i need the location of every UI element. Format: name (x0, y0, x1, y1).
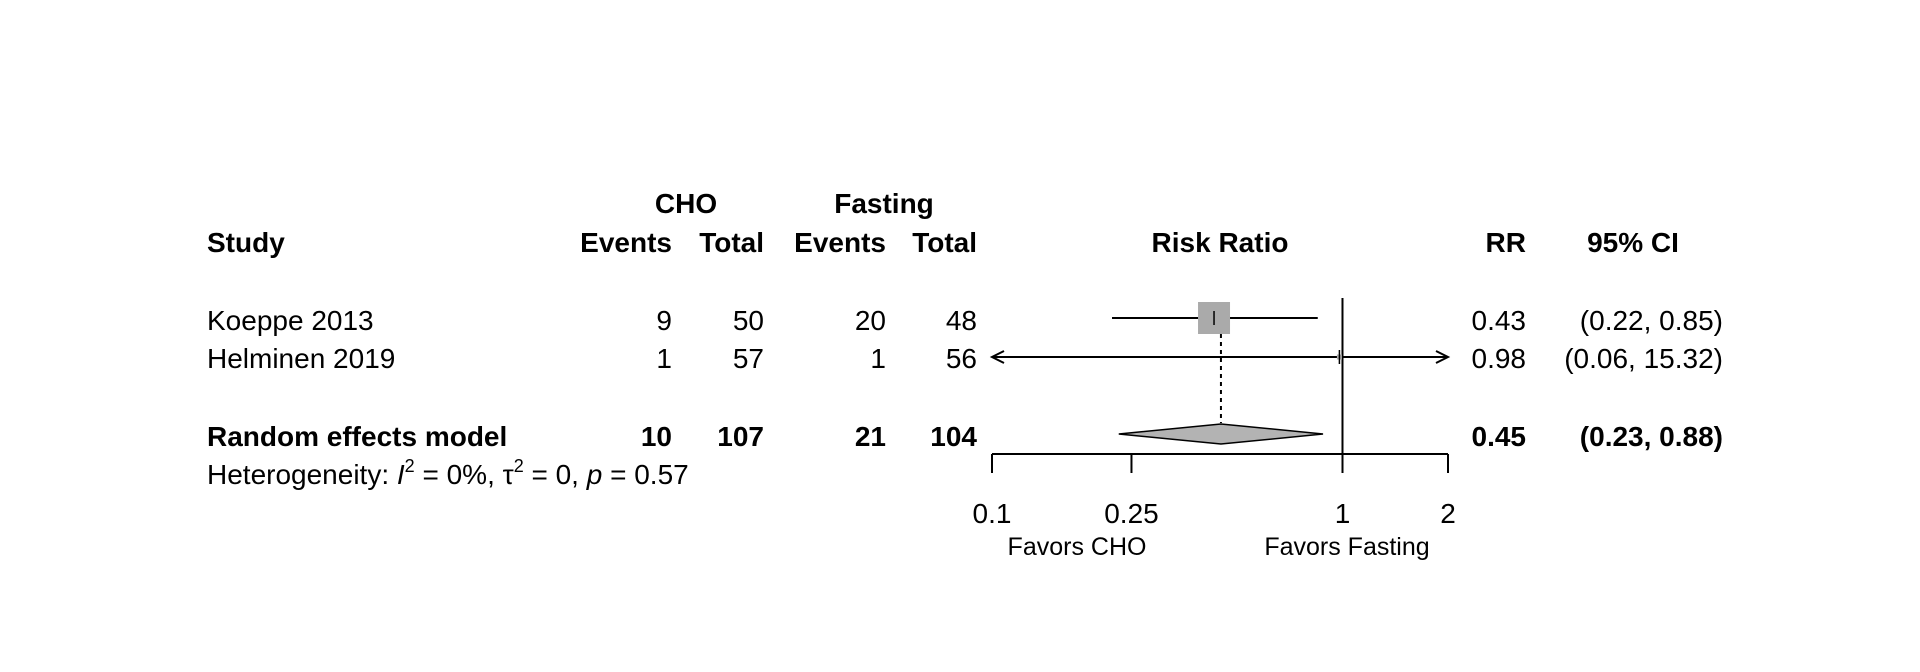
study-events-fasting: 20 (855, 305, 886, 336)
pooled-total-fasting: 104 (930, 421, 977, 452)
x-tick-label: 0.1 (973, 498, 1012, 529)
header-total-1: Total (699, 227, 764, 258)
pooled-ci: (0.23, 0.88) (1580, 421, 1723, 452)
study-total-cho: 57 (733, 343, 764, 374)
study-events-fasting: 1 (870, 343, 886, 374)
header-rr: RR (1486, 227, 1526, 258)
pooled-diamond (1118, 423, 1324, 445)
study-total-fasting: 56 (946, 343, 977, 374)
pooled-events-cho: 10 (641, 421, 672, 452)
i2-value: = 0%, (415, 459, 503, 490)
favors-right-label: Favors Fasting (1264, 533, 1429, 561)
tau-value: = 0, (524, 459, 587, 490)
header-total-2: Total (912, 227, 977, 258)
study-events-cho: 9 (656, 305, 672, 336)
tau-symbol: τ (503, 459, 514, 490)
study-name: Helminen 2019 (207, 343, 395, 374)
favors-left-label: Favors CHO (1008, 533, 1147, 561)
study-rr: 0.98 (1472, 343, 1527, 374)
header-events-1: Events (580, 227, 672, 258)
pooled-rr: 0.45 (1472, 421, 1527, 452)
header-study: Study (207, 227, 285, 258)
tau-superscript: 2 (514, 456, 524, 476)
x-tick-label: 1 (1335, 498, 1351, 529)
header-risk-ratio: Risk Ratio (1152, 227, 1289, 258)
pooled-total-cho: 107 (717, 421, 764, 452)
x-tick-label: 2 (1440, 498, 1456, 529)
study-name: Koeppe 2013 (207, 305, 374, 336)
header-events-2: Events (794, 227, 886, 258)
i2-superscript: 2 (405, 456, 415, 476)
pooled-events-fasting: 21 (855, 421, 886, 452)
header-group1: CHO (655, 188, 717, 219)
i2-symbol: I (397, 459, 405, 490)
study-events-cho: 1 (656, 343, 672, 374)
heterogeneity-prefix: Heterogeneity: (207, 459, 397, 490)
header-group2: Fasting (834, 188, 934, 219)
study-total-fasting: 48 (946, 305, 977, 336)
heterogeneity-text: Heterogeneity: I2 = 0%, τ2 = 0, p = 0.57 (207, 456, 689, 490)
study-total-cho: 50 (733, 305, 764, 336)
x-tick-label: 0.25 (1104, 498, 1159, 529)
ci-arrow-left (989, 350, 1005, 364)
study-rr: 0.43 (1472, 305, 1527, 336)
header-ci: 95% CI (1587, 227, 1679, 258)
p-value: = 0.57 (602, 459, 688, 490)
pooled-name: Random effects model (207, 421, 507, 452)
ci-arrow-right (1435, 350, 1451, 364)
study-ci: (0.22, 0.85) (1580, 305, 1723, 336)
plot-area: 0.1 0.25 1 2 (973, 298, 1456, 529)
p-symbol: p (586, 459, 603, 490)
study-ci: (0.06, 15.32) (1564, 343, 1723, 374)
